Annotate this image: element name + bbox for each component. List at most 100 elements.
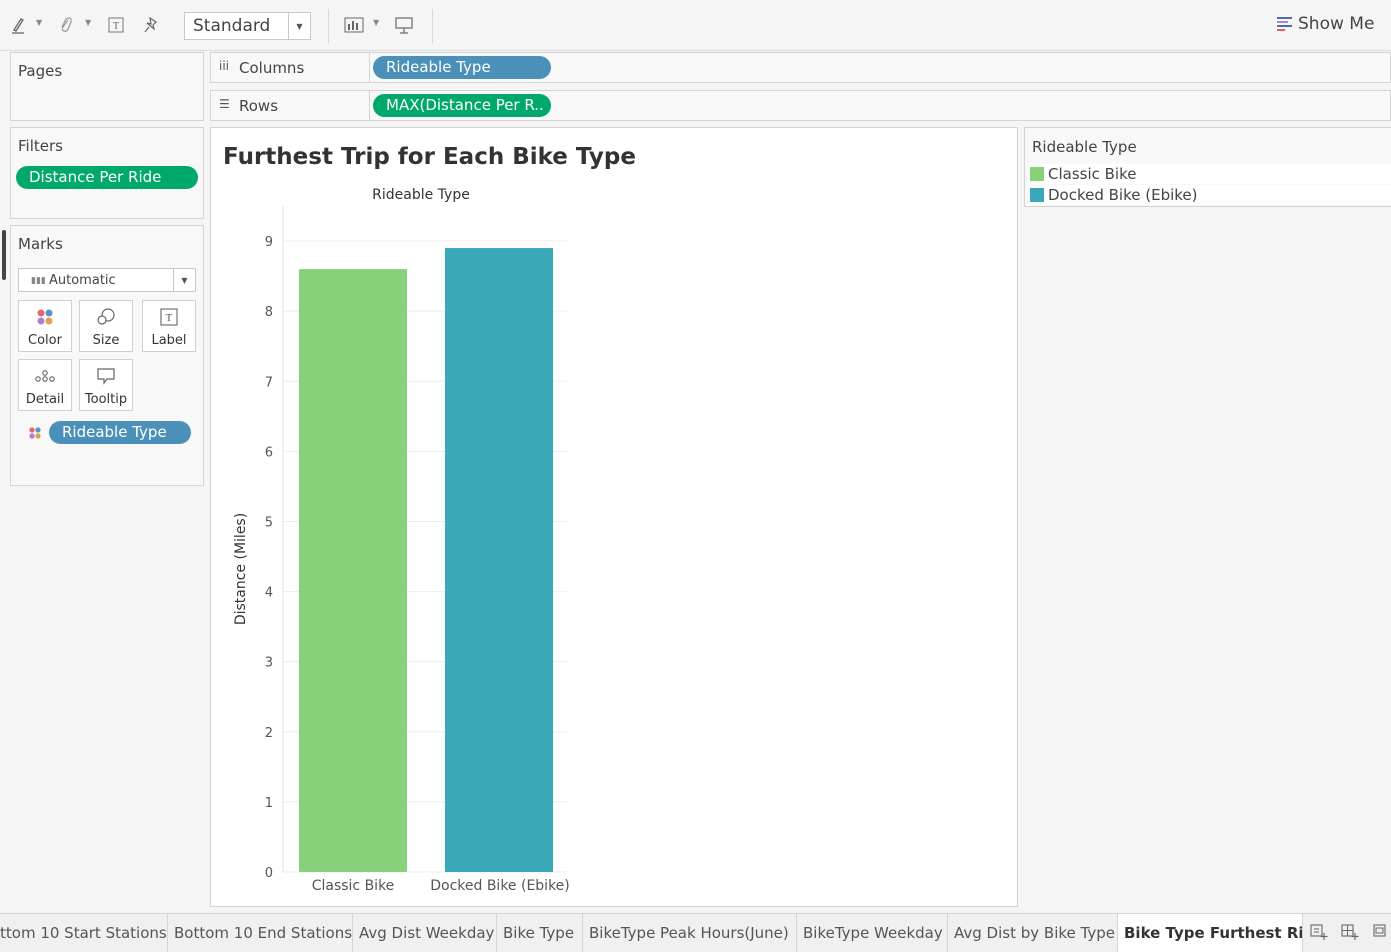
marks-color-label: Color	[28, 333, 62, 348]
legend-swatch	[1030, 167, 1044, 181]
y-tick-label: 8	[265, 305, 273, 320]
tab-bottom-10-start-stations[interactable]: ttom 10 Start Stations	[0, 914, 168, 952]
svg-text:T: T	[166, 312, 173, 324]
x-category-label: Docked Bike (Ebike)	[430, 878, 570, 894]
legend-item-label: Docked Bike (Ebike)	[1048, 186, 1198, 204]
worksheet-view: Furthest Trip for Each Bike Type Rideabl…	[210, 127, 1018, 907]
y-axis-title: Distance (Miles)	[233, 513, 249, 625]
paperclip-icon[interactable]	[55, 13, 77, 37]
chevron-down-icon: ▼	[173, 269, 195, 291]
side-pane-resize-handle[interactable]	[2, 230, 6, 280]
legend-item-classic-bike[interactable]: Classic Bike	[1028, 164, 1391, 184]
y-tick-label: 3	[265, 656, 273, 671]
bar-chart: Rideable Type 0 1 2 3 4 5 6 7 8 9 Distance (Miles) C…	[233, 187, 570, 894]
legend-swatch	[1030, 188, 1044, 202]
toolbar: ▼ ▼ T Standard ▼ ▼ Show Me	[0, 0, 1391, 51]
marks-detail-button[interactable]: Detail	[18, 359, 72, 411]
rows-shelf-label: ☰ Rows	[211, 91, 370, 120]
rows-pill-max-distance[interactable]: MAX(Distance Per R..	[373, 94, 551, 117]
y-tick-label: 1	[265, 796, 273, 811]
filters-title: Filters	[18, 137, 63, 155]
show-me-bar	[1277, 20, 1288, 23]
new-story-icon[interactable]	[1373, 923, 1391, 945]
paperclip-dropdown-icon[interactable]: ▼	[85, 18, 92, 27]
columns-shelf-label: iii Columns	[211, 53, 370, 82]
show-me-label: Show Me	[1298, 14, 1375, 34]
mark-type-value: Automatic	[49, 273, 116, 288]
columns-icon: iii	[219, 59, 230, 73]
chart-type-icon[interactable]	[343, 13, 365, 37]
marks-title: Marks	[18, 235, 63, 253]
marks-tooltip-button[interactable]: Tooltip	[79, 359, 133, 411]
text-box-icon[interactable]: T	[105, 13, 127, 37]
new-worksheet-icon[interactable]	[1310, 923, 1328, 945]
tab-bike-type[interactable]: Bike Type	[497, 914, 583, 952]
new-dashboard-icon[interactable]	[1341, 923, 1359, 945]
show-me-icon	[1277, 16, 1292, 32]
tab-bottom-10-end-stations[interactable]: Bottom 10 End Stations	[168, 914, 353, 952]
tab-avg-dist-by-bike-type[interactable]: Avg Dist by Bike Type	[948, 914, 1118, 952]
label-icon: T	[143, 308, 195, 330]
marks-pane: Marks ▮▮▮ Automatic ▼ Color Size T Label…	[10, 225, 204, 486]
show-me-bar	[1277, 25, 1292, 28]
size-icon	[80, 308, 132, 330]
tab-bike-type-furthest-ride[interactable]: Bike Type Furthest Ride	[1118, 914, 1303, 952]
rows-label-text: Rows	[239, 97, 279, 115]
chart-title: Furthest Trip for Each Bike Type	[223, 144, 636, 170]
detail-icon	[19, 367, 71, 389]
svg-text:T: T	[113, 21, 119, 32]
pin-icon[interactable]	[141, 13, 163, 37]
y-tick-label: 5	[265, 515, 273, 530]
pages-title: Pages	[18, 62, 63, 80]
y-tick-label: 7	[265, 375, 273, 390]
legend-title: Rideable Type	[1032, 138, 1137, 156]
show-me-bar	[1277, 16, 1292, 19]
mark-type-dropdown[interactable]: ▮▮▮ Automatic ▼	[18, 268, 196, 292]
marks-detail-label: Detail	[25, 392, 65, 407]
presentation-icon[interactable]	[393, 13, 415, 37]
tab-biketype-weekday[interactable]: BikeType Weekday	[797, 914, 948, 952]
show-me-bar	[1277, 29, 1285, 32]
filter-pill-distance-per-ride[interactable]: Distance Per Ride	[16, 166, 198, 189]
bar-chart-icon: ▮▮▮	[31, 276, 46, 286]
y-tick-label: 4	[265, 586, 273, 601]
pages-pane: Pages	[10, 52, 204, 121]
bar	[445, 248, 553, 872]
marks-color-button[interactable]: Color	[18, 300, 72, 352]
columns-label-text: Columns	[239, 59, 305, 77]
marks-label-button[interactable]: T Label	[142, 300, 196, 352]
tooltip-icon	[80, 367, 132, 389]
color-icon	[28, 425, 42, 444]
tab-avg-dist-weekday[interactable]: Avg Dist Weekday	[353, 914, 497, 952]
legend-item-docked-bike[interactable]: Docked Bike (Ebike)	[1028, 185, 1391, 205]
highlighter-dropdown-icon[interactable]: ▼	[36, 18, 43, 27]
columns-pill-rideable-type[interactable]: Rideable Type	[373, 56, 551, 79]
highlighter-icon[interactable]	[7, 13, 29, 37]
toolbar-divider	[328, 9, 329, 43]
sheet-tabs: ttom 10 Start Stations Bottom 10 End Sta…	[0, 913, 1391, 952]
y-tick-label: 9	[265, 235, 273, 250]
y-tick-label: 0	[265, 866, 273, 881]
y-tick-label: 2	[265, 726, 273, 741]
fit-value: Standard	[193, 16, 271, 36]
show-me-button[interactable]: Show Me	[1277, 14, 1374, 34]
y-tick-label: 6	[265, 445, 273, 460]
toolbar-divider	[432, 9, 433, 43]
marks-label-label: Label	[151, 333, 187, 348]
tab-biketype-peak-hours[interactable]: BikeType Peak Hours(June)	[583, 914, 797, 952]
x-category-label: Classic Bike	[312, 878, 395, 894]
column-header: Rideable Type	[372, 187, 470, 203]
marks-pill-rideable-type[interactable]: Rideable Type	[49, 421, 191, 444]
bar	[299, 269, 407, 872]
legend-item-label: Classic Bike	[1048, 165, 1137, 183]
chevron-down-icon: ▼	[288, 13, 310, 39]
rows-shelf: ☰ Rows MAX(Distance Per R..	[210, 90, 1391, 121]
chart-type-dropdown-icon[interactable]: ▼	[373, 18, 380, 27]
color-legend: Rideable Type Classic Bike Docked Bike (…	[1024, 127, 1391, 207]
marks-size-button[interactable]: Size	[79, 300, 133, 352]
fit-dropdown[interactable]: Standard ▼	[184, 12, 311, 40]
color-icon	[19, 308, 71, 330]
marks-tooltip-label: Tooltip	[84, 392, 128, 407]
marks-size-label: Size	[92, 333, 120, 348]
columns-shelf: iii Columns Rideable Type	[210, 52, 1391, 83]
